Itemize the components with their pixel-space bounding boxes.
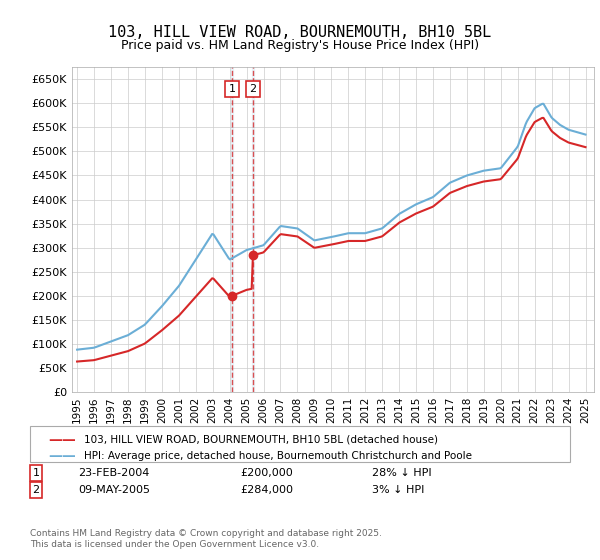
Text: Price paid vs. HM Land Registry's House Price Index (HPI): Price paid vs. HM Land Registry's House … [121,39,479,52]
Text: ——: —— [48,432,76,447]
Text: 09-MAY-2005: 09-MAY-2005 [78,485,150,495]
Text: 1: 1 [229,84,236,94]
Text: 23-FEB-2004: 23-FEB-2004 [78,468,149,478]
Text: ——: —— [48,449,76,464]
Text: HPI: Average price, detached house, Bournemouth Christchurch and Poole: HPI: Average price, detached house, Bour… [84,451,472,461]
Text: 103, HILL VIEW ROAD, BOURNEMOUTH, BH10 5BL: 103, HILL VIEW ROAD, BOURNEMOUTH, BH10 5… [109,25,491,40]
Text: £284,000: £284,000 [240,485,293,495]
Text: 2: 2 [249,84,256,94]
Text: 2: 2 [32,485,40,495]
Text: Contains HM Land Registry data © Crown copyright and database right 2025.
This d: Contains HM Land Registry data © Crown c… [30,529,382,549]
Text: 1: 1 [32,468,40,478]
Text: 3% ↓ HPI: 3% ↓ HPI [372,485,424,495]
Text: 28% ↓ HPI: 28% ↓ HPI [372,468,431,478]
Bar [252,67,254,392]
Text: 103, HILL VIEW ROAD, BOURNEMOUTH, BH10 5BL (detached house): 103, HILL VIEW ROAD, BOURNEMOUTH, BH10 5… [84,435,438,445]
Text: £200,000: £200,000 [240,468,293,478]
Bar [232,67,233,392]
